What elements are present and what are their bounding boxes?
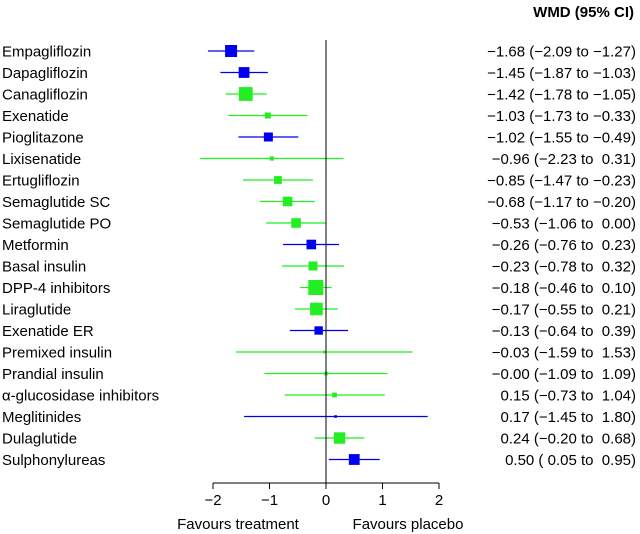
point-estimate-marker: [332, 392, 337, 398]
point-estimate-marker: [263, 132, 273, 142]
row-label: Dulaglutide: [2, 431, 77, 448]
point-estimate-marker: [238, 67, 250, 78]
forest-row: Premixed insulin −0.03 (−1.59 to 1.53): [2, 345, 636, 362]
forest-row: DPP-4 inhibitors −0.18 (−0.46 to 0.10): [2, 280, 636, 297]
forest-row: Pioglitazone −1.02 (−1.55 to −0.49): [2, 130, 636, 147]
point-estimate-marker: [264, 112, 271, 119]
forest-row: Semaglutide PO −0.53 (−1.06 to 0.00): [2, 216, 636, 233]
ci-value: −0.17 (−0.55 to 0.21): [492, 302, 636, 319]
point-estimate-marker: [282, 196, 293, 207]
x-tick-label: 0: [322, 492, 330, 509]
forest-row: Meglitinides 0.17 (−1.45 to 1.80): [2, 409, 636, 426]
forest-row: Empagliflozin −1.68 (−2.09 to −1.27): [2, 44, 636, 61]
point-estimate-marker: [225, 45, 238, 57]
ci-value: −0.18 (−0.46 to 0.10): [492, 280, 636, 297]
point-estimate-marker: [274, 176, 282, 184]
forest-row: Basal insulin −0.23 (−0.78 to 0.32): [2, 259, 636, 276]
point-estimate-marker: [348, 454, 360, 465]
row-label: Metformin: [2, 237, 69, 254]
row-label: Semaglutide PO: [2, 216, 111, 233]
ci-value: 0.24 (−0.20 to 0.68): [496, 431, 636, 448]
row-label: DPP-4 inhibitors: [2, 280, 110, 297]
row-label: Exenatide: [2, 108, 69, 125]
x-tick-label: 2: [435, 492, 443, 509]
row-label: Meglitinides: [2, 409, 81, 426]
x-axis: −2 −1 0 1 2: [204, 482, 443, 509]
ci-value: −0.68 (−1.17 to −0.20): [487, 194, 636, 211]
ci-value: 0.17 (−1.45 to 1.80): [496, 409, 636, 426]
ci-value: −1.68 (−2.09 to −1.27): [487, 44, 636, 61]
forest-row: Dulaglutide 0.24 (−0.20 to 0.68): [2, 431, 636, 448]
ci-value: −0.26 (−0.76 to 0.23): [492, 237, 636, 254]
row-label: Prandial insulin: [2, 366, 104, 383]
point-estimate-marker: [269, 156, 274, 161]
ci-value: −0.53 (−1.06 to 0.00): [492, 216, 636, 233]
x-tick-label: −1: [261, 492, 278, 509]
x-tick-label: −2: [204, 492, 221, 509]
ci-value: −0.23 (−0.78 to 0.32): [492, 259, 636, 276]
point-estimate-marker: [308, 261, 318, 271]
point-estimate-marker: [333, 432, 346, 444]
ci-value: −1.03 (−1.73 to −0.33): [487, 108, 636, 125]
point-estimate-marker: [310, 302, 323, 316]
ci-value: −1.42 (−1.78 to −1.05): [487, 87, 636, 104]
forest-row: α-glucosidase inhibitors 0.15 (−0.73 to …: [2, 388, 636, 405]
favours-placebo-label: Favours placebo: [353, 516, 464, 533]
ci-value: −1.45 (−1.87 to −1.03): [487, 65, 636, 82]
point-estimate-marker: [238, 87, 253, 101]
forest-row: Ertugliflozin −0.85 (−1.47 to −0.23): [2, 173, 636, 190]
rows-layer: Empagliflozin −1.68 (−2.09 to −1.27) Dapag…: [2, 44, 636, 470]
row-label: Pioglitazone: [2, 130, 84, 147]
point-estimate-marker: [291, 218, 301, 228]
ci-value: −1.02 (−1.55 to −0.49): [487, 130, 636, 147]
forest-row: Lixisenatide −0.96 (−2.23 to 0.31): [2, 151, 636, 168]
point-estimate-marker: [314, 326, 323, 335]
point-estimate-marker: [306, 239, 317, 250]
ci-value: 0.50 ( 0.05 to 0.95): [501, 452, 636, 469]
row-label: Dapagliflozin: [2, 65, 88, 82]
row-label: Canagliflozin: [2, 87, 88, 104]
row-label: Empagliflozin: [2, 44, 91, 61]
row-label: α-glucosidase inhibitors: [2, 388, 159, 405]
row-label: Liraglutide: [2, 302, 71, 319]
ci-value: −0.13 (−0.64 to 0.39): [492, 323, 636, 340]
forest-row: Exenatide ER −0.13 (−0.64 to 0.39): [2, 323, 636, 340]
ci-value: −0.03 (−1.59 to 1.53): [492, 345, 636, 362]
row-label: Basal insulin: [2, 259, 86, 276]
row-label: Lixisenatide: [2, 151, 81, 168]
forest-row: Metformin −0.26 (−0.76 to 0.23): [2, 237, 636, 254]
forest-row: Dapagliflozin −1.45 (−1.87 to −1.03): [2, 65, 636, 82]
forest-row: Exenatide −1.03 (−1.73 to −0.33): [2, 108, 636, 125]
point-estimate-marker: [322, 350, 326, 354]
ci-value: −0.00 (−1.09 to 1.09): [492, 366, 636, 383]
column-header: WMD (95% CI): [533, 4, 634, 21]
forest-row: Sulphonylureas 0.50 ( 0.05 to 0.95): [2, 452, 636, 469]
row-label: Semaglutide SC: [2, 194, 111, 211]
forest-row: Prandial insulin −0.00 (−1.09 to 1.09): [2, 366, 636, 383]
forest-row: Canagliflozin −1.42 (−1.78 to −1.05): [2, 87, 636, 104]
row-label: Exenatide ER: [2, 323, 94, 340]
point-estimate-marker: [334, 415, 337, 418]
forest-row: Liraglutide −0.17 (−0.55 to 0.21): [2, 302, 636, 319]
favours-treatment-label: Favours treatment: [177, 516, 300, 533]
x-tick-label: 1: [378, 492, 386, 509]
point-estimate-marker: [308, 280, 324, 295]
row-label: Ertugliflozin: [2, 173, 80, 190]
forest-row: Semaglutide SC −0.68 (−1.17 to −0.20): [2, 194, 636, 211]
ci-value: 0.15 (−0.73 to 1.04): [496, 388, 636, 405]
row-label: Sulphonylureas: [2, 452, 105, 469]
row-label: Premixed insulin: [2, 345, 112, 362]
ci-value: −0.96 (−2.23 to 0.31): [492, 151, 636, 168]
ci-value: −0.85 (−1.47 to −0.23): [487, 173, 636, 190]
